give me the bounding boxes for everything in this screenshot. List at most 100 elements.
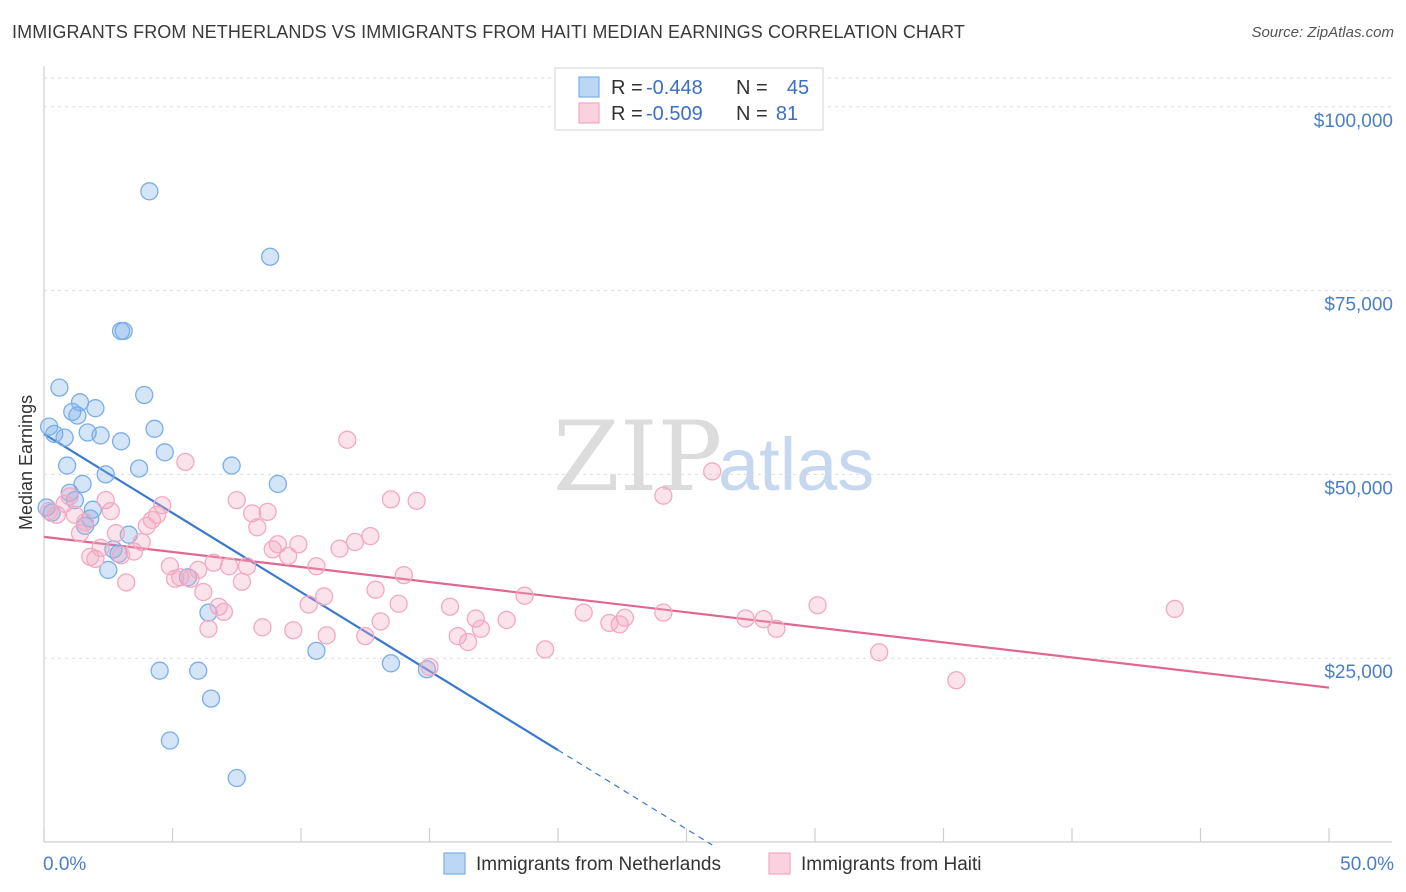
point-1-30 xyxy=(209,597,228,616)
point-0-42 xyxy=(417,660,437,679)
point-1-43 xyxy=(284,621,303,640)
point-1-46 xyxy=(307,557,326,576)
watermark-atlas: atlas xyxy=(718,423,874,506)
legend-r-label-1: R = xyxy=(611,77,643,99)
point-1-55 xyxy=(371,612,390,631)
point-1-60 xyxy=(420,657,439,677)
legend-n-label-2: N = xyxy=(736,103,768,125)
point-0-15 xyxy=(86,399,105,418)
series-label-haiti: Immigrants from Haiti xyxy=(801,854,982,875)
point-1-19 xyxy=(147,505,167,524)
point-1-28 xyxy=(199,619,218,638)
y-tick-label-1: $50,000 xyxy=(1324,478,1393,499)
point-1-4 xyxy=(65,505,84,524)
legend-r-value-1: -0.448 xyxy=(646,77,703,99)
point-1-35 xyxy=(237,557,257,576)
y-tick-label-2: $75,000 xyxy=(1324,295,1393,316)
point-1-8 xyxy=(86,549,105,569)
point-0-41 xyxy=(381,654,401,673)
point-1-31 xyxy=(214,602,234,622)
point-1-76 xyxy=(736,609,755,628)
point-0-26 xyxy=(135,385,154,405)
point-1-68 xyxy=(536,640,555,659)
trend-line-0 xyxy=(43,433,559,752)
point-1-64 xyxy=(466,609,485,628)
point-1-78 xyxy=(767,619,786,638)
point-1-41 xyxy=(268,535,288,554)
point-1-29 xyxy=(204,553,223,572)
chart-title: IMMIGRANTS FROM NETHERLANDS VS IMMIGRANT… xyxy=(12,22,965,42)
point-0-37 xyxy=(227,768,246,788)
series-label-netherlands: Immigrants from Netherlands xyxy=(476,854,721,875)
point-1-81 xyxy=(947,671,966,690)
watermark-zip: ZIP xyxy=(553,401,722,513)
point-0-40 xyxy=(307,641,326,660)
point-1-50 xyxy=(338,430,357,449)
x-tick-max: 50.0% xyxy=(1340,854,1394,875)
point-1-10 xyxy=(96,490,115,510)
point-1-44 xyxy=(289,535,308,554)
point-1-36 xyxy=(243,504,262,523)
point-1-73 xyxy=(654,603,673,622)
legend-swatch-haiti xyxy=(578,102,600,124)
point-0-34 xyxy=(199,603,218,622)
point-1-61 xyxy=(440,597,460,616)
point-0-36 xyxy=(222,456,241,475)
point-0-17 xyxy=(96,465,115,484)
legend-r-label-2: R = xyxy=(611,103,643,125)
point-1-66 xyxy=(497,610,516,630)
legend-n-label-1: N = xyxy=(736,77,768,99)
point-1-32 xyxy=(219,557,239,576)
point-1-48 xyxy=(317,626,336,645)
point-1-11 xyxy=(101,501,120,521)
y-axis-label: Median Earnings xyxy=(16,395,36,530)
point-1-72 xyxy=(615,608,634,627)
point-1-54 xyxy=(366,580,385,599)
point-1-40 xyxy=(263,540,282,559)
point-0-33 xyxy=(189,661,208,680)
stats-legend: R = -0.448 N = 45 R = -0.509 N = 81 xyxy=(554,67,824,131)
point-0-4 xyxy=(57,456,77,475)
point-1-16 xyxy=(132,532,151,552)
point-1-56 xyxy=(381,490,401,509)
point-0-10 xyxy=(73,474,92,494)
point-0-25 xyxy=(129,459,149,478)
x-tick-min: 0.0% xyxy=(43,854,86,875)
axes xyxy=(43,66,1392,843)
point-1-74 xyxy=(654,486,673,505)
point-1-82 xyxy=(1165,599,1184,619)
point-1-80 xyxy=(870,643,889,662)
series-swatch-haiti xyxy=(768,852,791,875)
point-1-9 xyxy=(91,538,110,558)
point-1-12 xyxy=(106,524,126,543)
point-0-2 xyxy=(50,378,69,397)
point-1-38 xyxy=(253,618,272,637)
point-1-26 xyxy=(189,560,208,580)
point-1-75 xyxy=(703,462,722,481)
point-0-28 xyxy=(145,419,164,438)
y-tick-label-0: $25,000 xyxy=(1324,662,1393,683)
point-1-42 xyxy=(278,546,298,566)
point-1-53 xyxy=(361,526,380,546)
point-0-23 xyxy=(114,321,133,341)
trend-lines xyxy=(43,433,1330,846)
point-1-39 xyxy=(258,502,277,522)
point-1-27 xyxy=(194,582,213,602)
point-0-27 xyxy=(140,182,159,201)
point-0-39 xyxy=(268,474,288,494)
legend-n-value-2: 81 xyxy=(776,103,798,125)
point-1-51 xyxy=(345,532,365,552)
point-1-77 xyxy=(754,610,773,629)
point-1-59 xyxy=(407,491,426,510)
point-1-45 xyxy=(299,595,318,614)
point-1-58 xyxy=(394,565,413,585)
point-1-63 xyxy=(458,632,478,652)
point-1-69 xyxy=(574,603,593,622)
point-1-47 xyxy=(314,587,334,606)
point-0-3 xyxy=(55,428,74,447)
series-swatch-netherlands xyxy=(443,852,466,875)
point-1-79 xyxy=(808,596,827,615)
trend-line-1 xyxy=(43,535,1330,689)
trend-extension-0 xyxy=(557,749,713,846)
point-1-33 xyxy=(227,490,246,510)
